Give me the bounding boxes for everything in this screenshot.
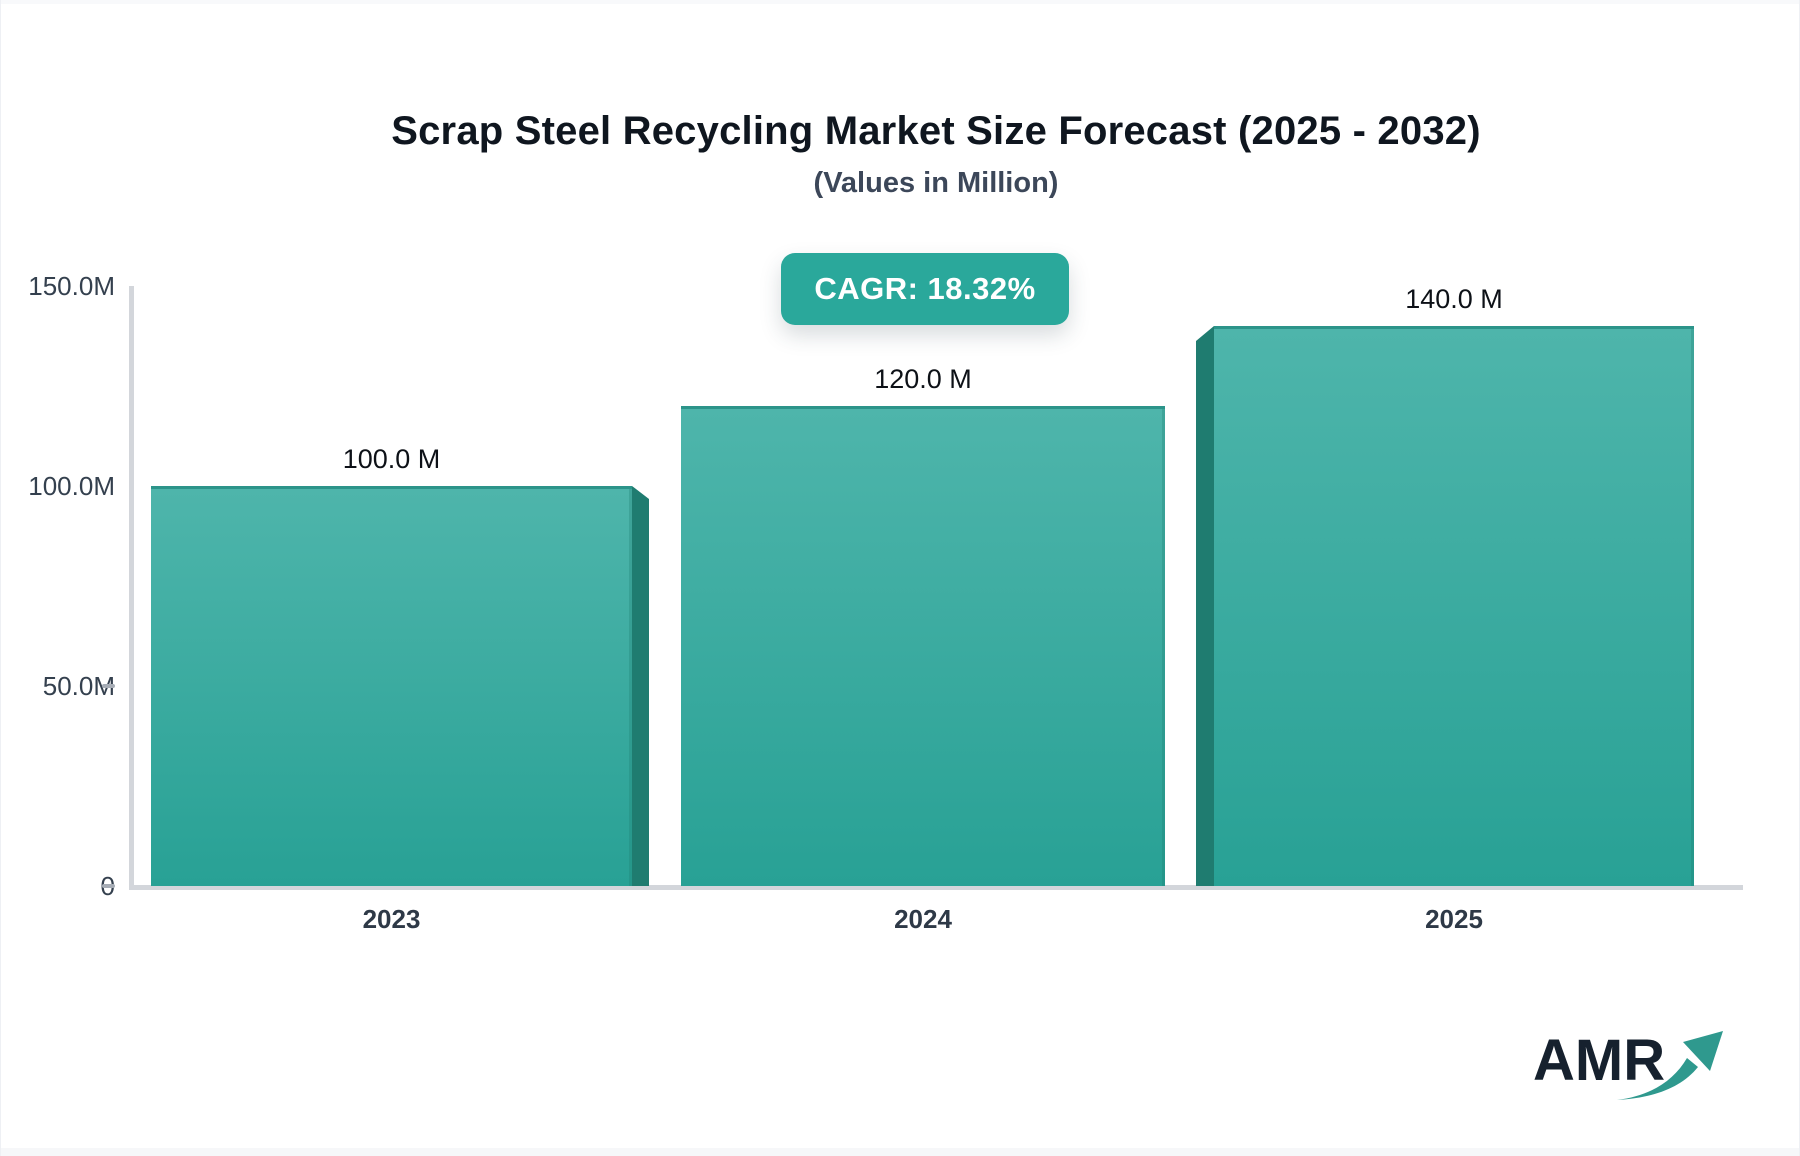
chart-header: Scrap Steel Recycling Market Size Foreca… [129,0,1743,200]
x-axis-label: 2025 [1425,904,1483,934]
chart-subtitle: (Values in Million) [813,167,1059,199]
y-axis-line [129,286,134,890]
y-axis-tick-label: 50.0M [42,671,115,701]
bar-2025 [1214,326,1694,886]
x-axis-label: 2024 [894,904,952,934]
amr-logo-arrow-icon [1617,1031,1723,1100]
bar-side-face [1196,326,1214,886]
cagr-badge-label: CAGR: 18.32% [814,271,1036,306]
bar-value-label: 120.0 M [874,364,972,394]
bar-2023 [151,486,632,886]
y-axis-tick-label: 150.0M [28,271,115,301]
amr-logo: AMR [1533,1026,1743,1116]
x-axis-label: 2023 [362,904,421,934]
amr-logo-text: AMR [1533,1028,1666,1093]
cagr-badge: CAGR: 18.32% [781,253,1069,325]
page-top-strip [1,0,1799,4]
y-axis-tick-mark [102,884,115,888]
bar-value-label: 100.0 M [342,444,441,474]
bar-side-face [632,486,649,886]
chart-title: Scrap Steel Recycling Market Size Foreca… [391,109,1481,153]
y-axis-tick-label: 100.0M [28,471,115,501]
page-bottom-strip [1,1148,1799,1156]
bar-value-label: 140.0 M [1405,284,1503,314]
y-axis-tick-label: 0 [15,871,115,901]
x-axis-line [129,885,1743,890]
bar-2024 [681,406,1165,886]
y-axis-tick-mark [102,684,115,688]
